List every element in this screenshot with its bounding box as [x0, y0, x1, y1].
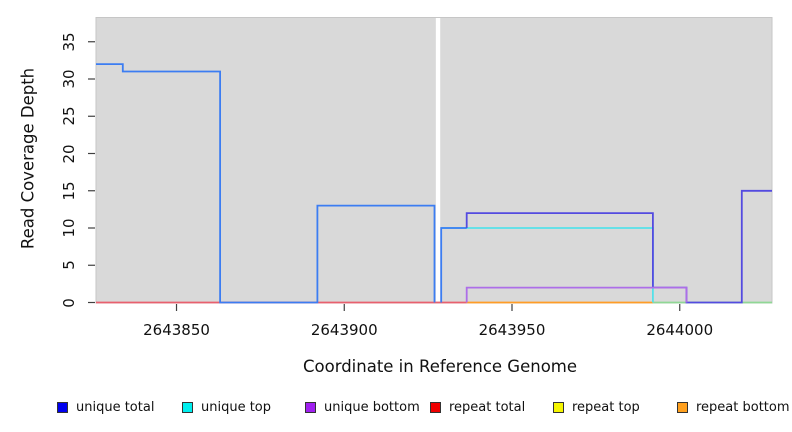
y-tick-label: 35 [60, 32, 78, 52]
legend-item-unique-total: unique total [57, 398, 154, 416]
legend-label: repeat total [449, 399, 526, 415]
legend-label: unique bottom [324, 399, 420, 415]
legend-label: repeat top [572, 399, 640, 415]
legend-swatch-icon [182, 401, 193, 413]
legend-label: unique top [201, 399, 272, 415]
unique-total-gap-rise [440, 227, 467, 303]
x-tick-label: 2643900 [310, 321, 378, 339]
unique-total-left [96, 63, 436, 304]
legend: unique total unique top unique bottom repea… [0, 398, 792, 422]
y-axis-title: Read Coverage Depth [18, 67, 38, 250]
y-tick-label: 15 [60, 181, 78, 201]
legend-item-unique-bottom: unique bottom [305, 398, 420, 416]
legend-swatch-icon [553, 401, 564, 413]
legend-item-repeat-top: repeat top [553, 398, 640, 416]
coverage-gap-band [435, 18, 441, 302]
legend-item-repeat-total: repeat total [430, 398, 525, 416]
y-tick-label: 30 [60, 69, 78, 89]
legend-swatch-icon [57, 401, 68, 413]
legend-swatch-icon [305, 401, 316, 413]
legend-label: unique total [76, 399, 155, 415]
y-tick-label: 10 [60, 218, 78, 238]
x-tick-label: 2643950 [478, 321, 546, 339]
legend-swatch-icon [430, 401, 441, 413]
legend-label: repeat bottom [696, 399, 790, 415]
y-tick-label: 0 [60, 297, 78, 308]
unique-bottom-line [465, 286, 688, 303]
legend-item-unique-top: unique top [182, 398, 271, 416]
legend-swatch-icon [677, 401, 688, 413]
y-tick-label: 20 [60, 143, 78, 164]
x-tick-label: 2644000 [646, 321, 714, 339]
y-tick-label: 25 [60, 106, 78, 126]
x-tick-label: 2643850 [143, 321, 210, 339]
y-tick-label: 5 [60, 260, 78, 271]
legend-item-repeat-bottom: repeat bottom [677, 398, 790, 416]
x-axis-title: Coordinate in Reference Genome [302, 357, 578, 376]
